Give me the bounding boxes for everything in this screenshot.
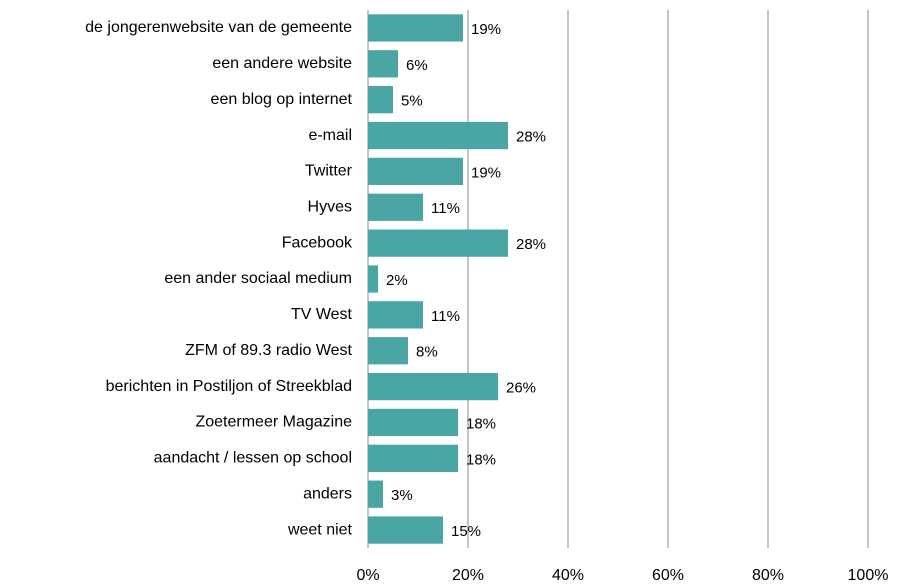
bar — [368, 372, 498, 401]
value-label: 8% — [416, 344, 438, 361]
value-label: 15% — [451, 523, 481, 540]
y-tick-label: een ander sociaal medium — [164, 270, 352, 287]
bar — [368, 337, 408, 365]
y-tick-label: de jongerenwebsite van de gemeente — [85, 19, 352, 36]
bar — [368, 50, 398, 78]
bar — [368, 121, 508, 150]
x-tick-label: 100% — [848, 567, 889, 584]
y-tick-label: een andere website — [212, 55, 352, 72]
bar — [368, 265, 378, 293]
value-label: 26% — [506, 380, 536, 397]
bar — [368, 480, 383, 508]
bar — [368, 229, 508, 257]
y-tick-label: weet niet — [287, 521, 353, 538]
x-tick-label: 40% — [552, 567, 584, 584]
y-tick-label: Twitter — [305, 163, 353, 180]
value-label: 28% — [516, 236, 546, 253]
y-tick-label: een blog op internet — [211, 91, 353, 108]
bar — [368, 408, 458, 437]
value-label: 11% — [431, 200, 460, 217]
bar — [368, 86, 393, 114]
value-label: 6% — [406, 57, 428, 74]
bar — [368, 301, 423, 329]
value-label: 19% — [471, 164, 501, 181]
bar — [368, 193, 423, 221]
y-tick-label: ZFM of 89.3 radio West — [185, 342, 352, 359]
x-tick-label: 60% — [652, 567, 684, 584]
y-tick-label: TV West — [291, 306, 353, 323]
bar — [368, 14, 463, 42]
y-tick-label: e-mail — [308, 127, 352, 144]
value-label: 28% — [516, 129, 546, 146]
bar — [368, 157, 463, 186]
value-label: 2% — [386, 272, 408, 289]
value-label: 18% — [466, 451, 496, 468]
x-tick-label: 0% — [356, 567, 379, 584]
y-tick-label: Facebook — [282, 234, 353, 251]
y-tick-label: aandacht / lessen op school — [154, 450, 352, 467]
value-label: 5% — [401, 93, 423, 110]
y-tick-label: berichten in Postiljon of Streekblad — [106, 378, 352, 395]
value-label: 18% — [466, 415, 496, 432]
bar — [368, 444, 458, 472]
y-tick-label: Hyves — [308, 198, 352, 215]
x-tick-label: 80% — [752, 567, 784, 584]
value-label: 19% — [471, 21, 501, 38]
y-tick-label: Zoetermeer Magazine — [195, 414, 352, 431]
value-label: 3% — [391, 487, 413, 504]
x-tick-label: 20% — [452, 567, 484, 584]
y-tick-label: anders — [303, 485, 352, 502]
value-label: 11% — [431, 308, 460, 325]
bar — [368, 516, 443, 544]
